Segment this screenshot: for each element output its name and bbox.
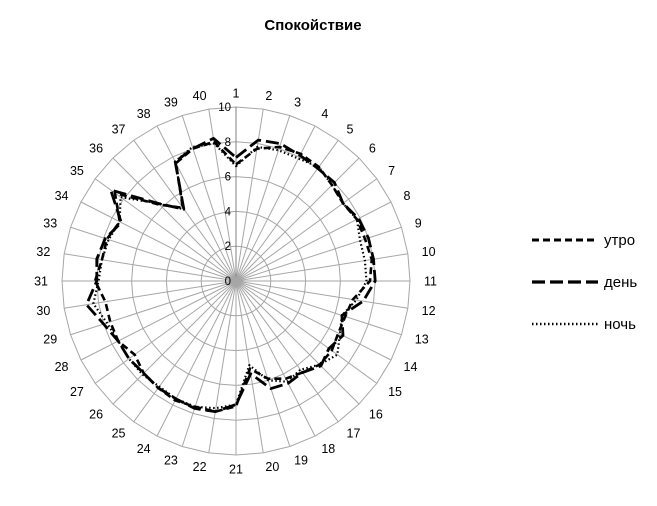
tick-label: 6 [225,172,231,184]
grid-spoke [235,280,291,447]
category-label: 31 [34,275,48,289]
category-label: 26 [89,407,103,421]
grid-spoke [181,115,237,282]
grid-spoke [235,157,360,282]
grid-spoke [94,280,237,384]
grid-spoke [80,201,237,282]
category-label: 7 [388,164,395,178]
category-label: 3 [294,96,301,110]
category-label: 29 [43,333,57,347]
grid-spoke [70,226,237,282]
category-label: 9 [415,216,422,230]
category-label: 35 [70,164,84,178]
category-label: 27 [70,385,84,399]
category-label: 22 [193,460,207,474]
category-labels: 1 2 34567891011121314151617181920212223242… [34,87,437,477]
grid-spoke [112,157,237,282]
grid-spoke [235,280,316,437]
grid-spoke [181,280,237,447]
category-label: 1 [233,87,240,101]
category-label: 16 [369,407,383,421]
grid-spoke [235,201,392,282]
grid-spoke [235,139,339,282]
category-label: 8 [404,189,411,203]
category-label: 4 [321,107,328,121]
grid-spoke [70,280,237,336]
grid-spoke [235,280,378,384]
grid-spoke [133,139,237,282]
category-label: 32 [36,245,50,259]
grid-spoke [235,253,408,282]
category-label: 18 [321,442,335,456]
category-label: 14 [404,360,418,374]
category-label: 20 [265,460,279,474]
legend-label: утро [604,232,635,249]
legend-label: ночь [604,316,636,333]
grid-spoke [235,280,264,453]
grid-spoke [235,280,339,423]
grid-spoke [235,280,392,361]
grid-spoke [235,280,402,336]
grid-spoke [112,280,237,405]
chart-title: Спокойствие [264,17,361,34]
category-label: 17 [347,427,361,441]
tick-label: 2 [225,241,231,253]
category-label: 2 [265,89,272,103]
category-label: 10 [422,245,436,259]
radial-axis-ticks: 0 2 4 6 8 10 [218,102,231,288]
category-label: 12 [422,304,436,318]
category-label: 40 [193,89,207,103]
grid-spoke [80,280,237,361]
grid-spoke [156,280,237,437]
grid-spoke [94,178,237,282]
tick-label: 0 [225,276,231,288]
grid-spoke [156,125,237,282]
grid-spoke [133,280,237,423]
category-label: 24 [137,442,151,456]
category-label: 39 [164,96,178,110]
grid-spoke [235,125,316,282]
category-label: 28 [55,360,69,374]
category-label: 34 [55,189,69,203]
category-label: 13 [415,333,429,347]
category-label: 33 [43,216,57,230]
category-label: 25 [112,427,126,441]
grid-spoke [64,253,237,282]
radar-series [85,136,377,414]
radar-grid [61,106,411,456]
category-label: 37 [112,122,126,136]
category-label: 21 [229,463,243,477]
category-label: 30 [36,304,50,318]
category-label: 36 [89,142,103,156]
grid-spoke [208,280,237,453]
grid-spoke [235,226,402,282]
tick-label: 4 [225,206,232,218]
grid-spoke [235,178,378,282]
category-label: 11 [424,275,437,289]
grid-spoke [235,109,264,282]
category-label: 5 [347,122,354,136]
tick-label: 10 [218,102,231,114]
tick-label: 8 [225,137,231,149]
category-label: 15 [388,385,402,399]
category-label: 38 [137,107,151,121]
category-label: 23 [164,453,178,467]
category-label: 19 [294,453,308,467]
legend: утро день ночь [532,232,637,333]
grid-spoke [235,280,360,405]
grid-spoke [235,280,408,309]
category-label: 6 [369,142,376,156]
series-line-день [85,136,377,414]
grid-spoke [235,115,291,282]
legend-label: день [604,274,637,291]
